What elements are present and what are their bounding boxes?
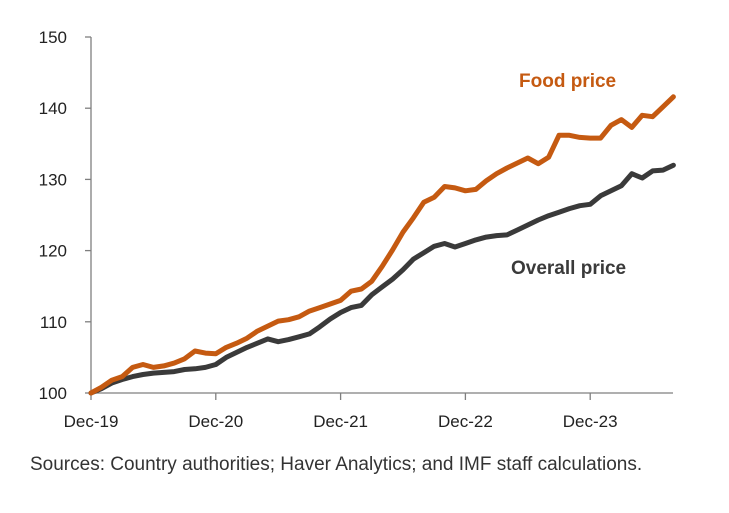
x-tick-label-Dec-23: Dec-23 <box>563 412 618 431</box>
x-axis-ticks <box>90 393 591 400</box>
food-price-label: Food price <box>519 71 616 92</box>
y-axis-tick-labels: 100 110 120 130 140 150 <box>39 28 67 403</box>
y-tick-label-100: 100 <box>39 384 67 403</box>
y-tick-label-150: 150 <box>39 28 67 47</box>
x-tick-label-Dec-20: Dec-20 <box>188 412 243 431</box>
x-tick-label-Dec-19: Dec-19 <box>64 412 119 431</box>
food-price-line <box>88 94 676 396</box>
x-tick-label-Dec-21: Dec-21 <box>313 412 368 431</box>
source-note: Sources: Country authorities; Haver Anal… <box>30 454 643 475</box>
x-tick-label-Dec-22: Dec-22 <box>438 412 493 431</box>
y-axis-ticks <box>85 36 91 394</box>
overall-price-line <box>88 162 676 396</box>
overall-price-label: Overall price <box>511 258 626 279</box>
x-axis-tick-labels: Dec-19 Dec-20 Dec-21 Dec-22 Dec-23 <box>64 412 618 431</box>
y-tick-label-130: 130 <box>39 170 67 189</box>
y-tick-label-110: 110 <box>40 313 67 332</box>
y-tick-label-120: 120 <box>39 242 67 261</box>
y-tick-label-140: 140 <box>39 99 67 118</box>
